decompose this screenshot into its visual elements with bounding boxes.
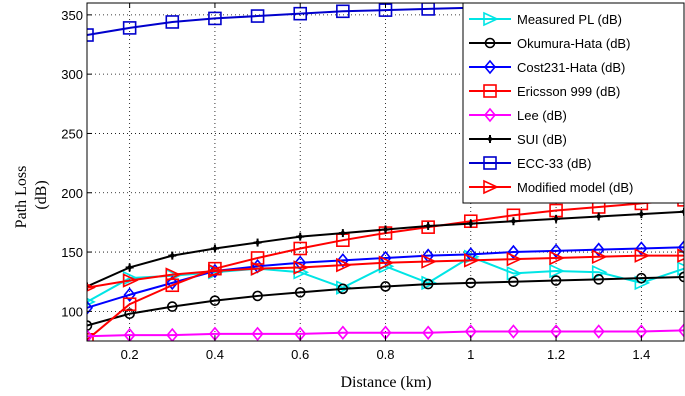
data-point-dot bbox=[597, 214, 601, 218]
data-point-dot bbox=[426, 224, 430, 228]
data-point-dot bbox=[255, 240, 259, 244]
legend-label: ECC-33 (dB) bbox=[517, 156, 591, 171]
x-tick-label: 0.4 bbox=[206, 347, 224, 362]
legend-label: Lee (dB) bbox=[517, 108, 567, 123]
data-point-dot bbox=[469, 221, 473, 225]
data-point-dot bbox=[170, 253, 174, 257]
x-tick-label: 1 bbox=[467, 347, 474, 362]
data-point-dot bbox=[127, 265, 131, 269]
data-point-dot bbox=[511, 219, 515, 223]
data-point-dot bbox=[341, 231, 345, 235]
legend-label: Ericsson 999 (dB) bbox=[517, 84, 620, 99]
y-tick-label: 200 bbox=[61, 186, 83, 201]
data-point-dot bbox=[639, 212, 643, 216]
legend-label: Cost231-Hata (dB) bbox=[517, 60, 625, 75]
x-tick-label: 0.8 bbox=[376, 347, 394, 362]
y-tick-label: 150 bbox=[61, 245, 83, 260]
legend-label: Okumura-Hata (dB) bbox=[517, 36, 630, 51]
y-axis-label-line1: Path Loss bbox=[13, 166, 30, 229]
data-point-dot bbox=[383, 227, 387, 231]
legend-label: Modified model (dB) bbox=[517, 180, 633, 195]
x-axis-label: Distance (km) bbox=[340, 374, 431, 391]
y-tick-label: 350 bbox=[61, 8, 83, 23]
y-axis-label-line2: (dB) bbox=[33, 180, 50, 209]
x-tick-label: 0.2 bbox=[121, 347, 139, 362]
legend-label: Measured PL (dB) bbox=[517, 12, 622, 27]
legend-box bbox=[463, 3, 684, 203]
legend: Measured PL (dB) Okumura-Hata (dB) Cost231… bbox=[463, 3, 684, 203]
y-tick-label: 250 bbox=[61, 126, 83, 141]
x-tick-label: 0.6 bbox=[291, 347, 309, 362]
data-point-dot bbox=[213, 246, 217, 250]
data-point-dot bbox=[554, 217, 558, 221]
legend-swatch-marker-dot bbox=[488, 137, 492, 141]
x-tick-label: 1.2 bbox=[547, 347, 565, 362]
x-tick-label: 1.4 bbox=[632, 347, 650, 362]
y-tick-label: 300 bbox=[61, 67, 83, 82]
data-point-dot bbox=[298, 234, 302, 238]
legend-label: SUI (dB) bbox=[517, 132, 567, 147]
y-tick-label: 100 bbox=[61, 304, 83, 319]
